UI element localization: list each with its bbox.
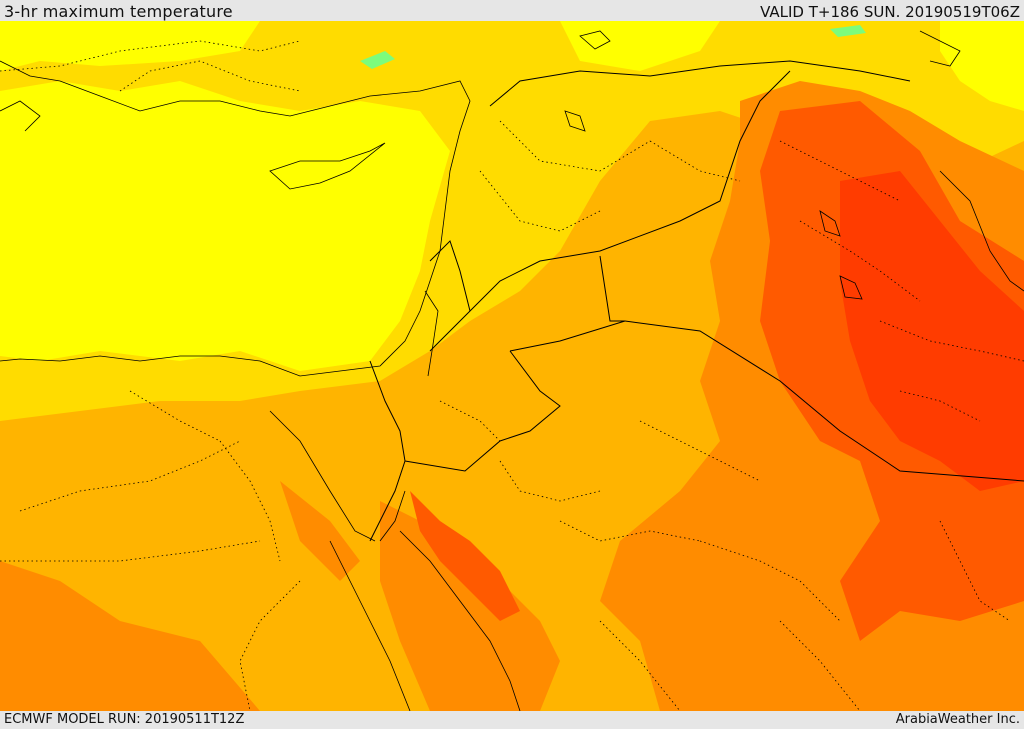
map-title: 3-hr maximum temperature: [4, 2, 233, 21]
cyprus-coastline: [269, 142, 386, 190]
temperature-field-red-orange: [840, 171, 1024, 491]
temperature-field-light-yellow-corner: [940, 21, 1024, 111]
aegean-islands: [0, 100, 41, 132]
footer-bar: ECMWF MODEL RUN: 20190511T12Z ArabiaWeat…: [0, 711, 1024, 729]
model-run: ECMWF MODEL RUN: 20190511T12Z: [4, 712, 245, 727]
lake-assad: [564, 110, 586, 132]
valid-time: VALID T+186 SUN. 20190519T06Z: [760, 3, 1020, 21]
temperature-field-orange-hejaz: [380, 501, 560, 711]
temperature-field-dark-orange-coast: [410, 491, 520, 621]
header-bar: 3-hr maximum temperature VALID T+186 SUN…: [0, 0, 1024, 21]
temperature-field-green: [360, 51, 395, 69]
coastlines: [0, 30, 1024, 711]
temperature-field-light-yellow-ne: [560, 21, 720, 71]
temperature-field-light-yellow-north: [0, 21, 260, 71]
credit-label: ArabiaWeather Inc.: [895, 712, 1020, 727]
dead-sea-jordan: [424, 290, 439, 377]
lake-tharthar: [819, 210, 841, 237]
temperature-field-light-yellow: [0, 81, 450, 371]
temperature-field-green-east: [830, 25, 866, 37]
temperature-map: [0, 21, 1024, 711]
temperature-field-orange-sw: [0, 561, 260, 711]
lake-razazza: [839, 275, 863, 300]
country-borders: [369, 60, 1024, 542]
admin-boundaries: [0, 40, 1024, 711]
temperature-field-orange-sinai: [280, 481, 360, 581]
